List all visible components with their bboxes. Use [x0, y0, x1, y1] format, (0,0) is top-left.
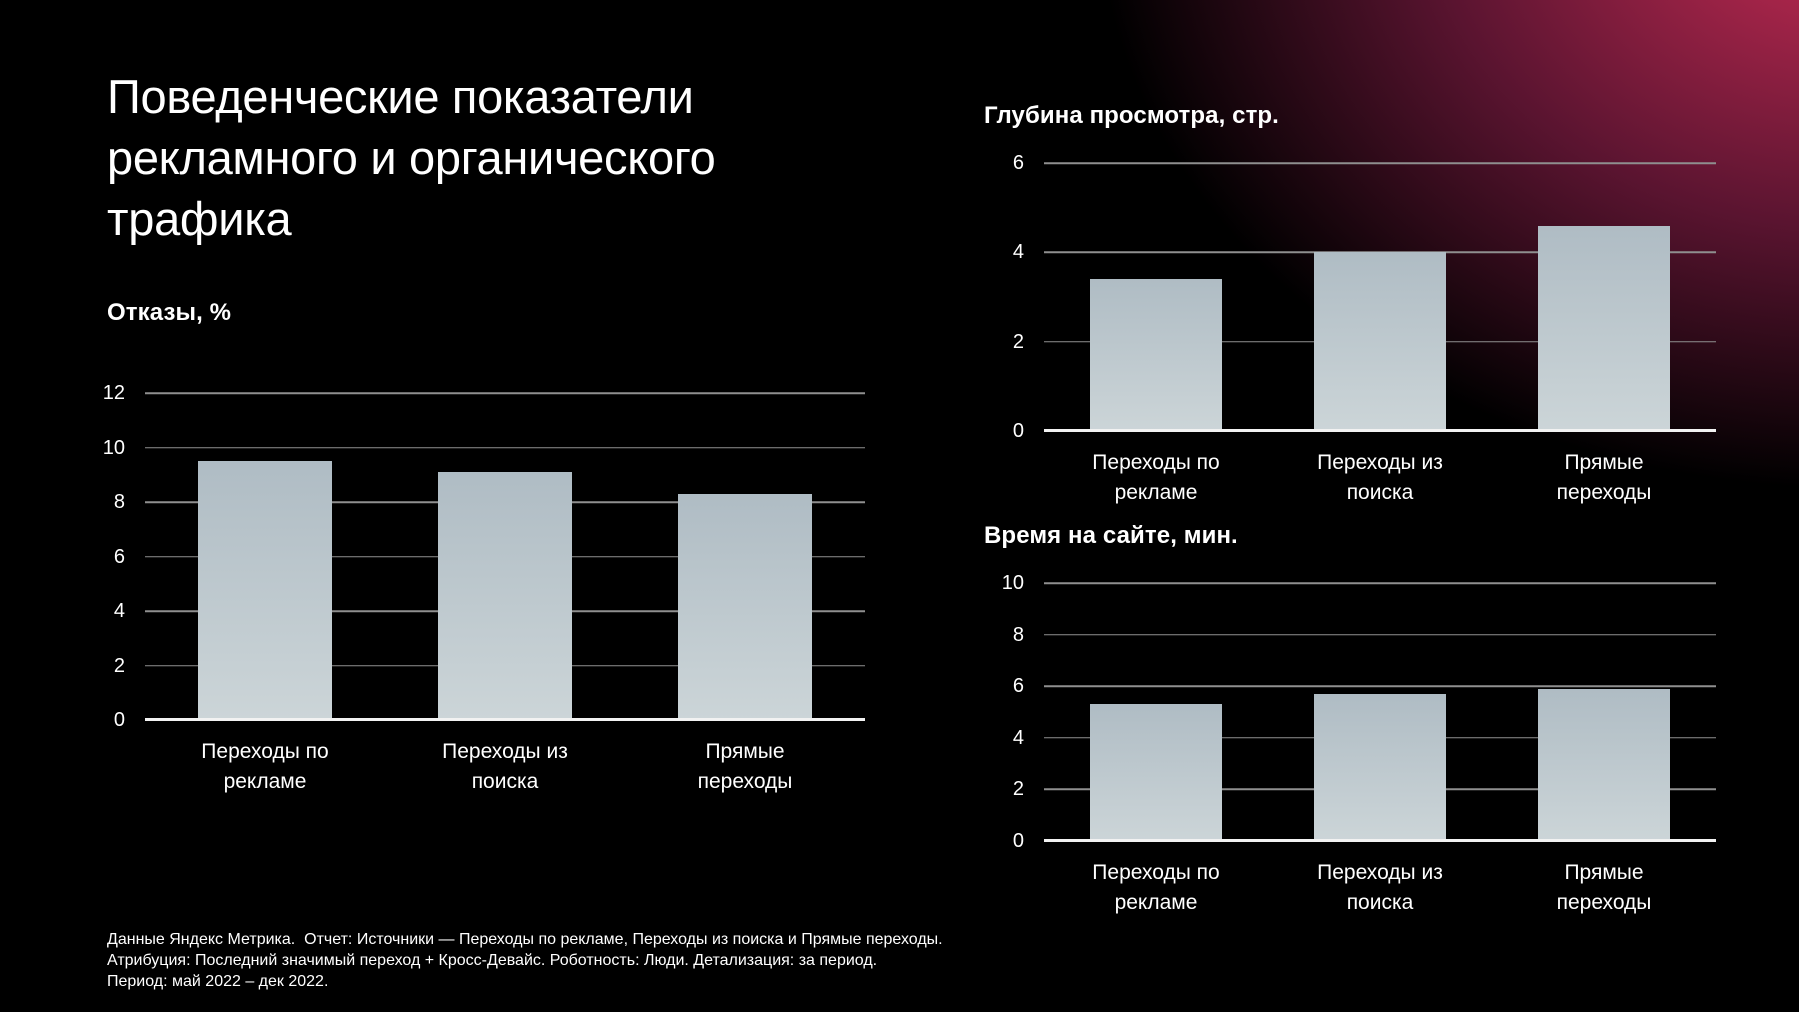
x-category-label: Переходы из поиска — [1268, 448, 1492, 508]
x-category-label-text: Прямые переходы — [1556, 861, 1652, 914]
gridline — [1044, 162, 1716, 164]
page-depth-chart-title: Глубина просмотра, стр. — [984, 102, 1279, 129]
x-category-label: Переходы из поиска — [385, 737, 625, 797]
footnote-line: Атрибуция: Последний значимый переход + … — [107, 952, 878, 969]
x-category-label: Прямые переходы — [625, 737, 865, 797]
x-category-label: Прямые переходы — [1492, 858, 1716, 918]
y-tick-label: 2 — [1012, 330, 1024, 353]
x-category-label-text: Переходы по рекламе — [1092, 451, 1220, 504]
y-tick-label: 12 — [102, 382, 125, 404]
footnote-line: Период: май 2022 – дек 2022. — [107, 973, 329, 990]
time-on-site-chart: 0 2 4 6 8 10 Переходы по рекламе Переходы из п… — [1002, 573, 1716, 918]
bar — [678, 493, 812, 720]
y-tick-label: 4 — [1012, 726, 1024, 749]
y-tick-label: 4 — [113, 600, 125, 622]
bounce-rate-x-axis-labels: Переходы по рекламе Переходы из поиска Пря… — [145, 737, 865, 797]
bounce-rate-chart: 0 2 4 6 8 10 12 Переходы по рекламе Переходы из… — [103, 383, 865, 797]
x-category-label: Прямые переходы — [1492, 448, 1716, 508]
source-footnote: Данные Яндекс Метрика. Отчет: Источники … — [107, 929, 943, 992]
bar — [1090, 704, 1222, 841]
time-on-site-plot-area: 0 2 4 6 8 10 — [1002, 573, 1716, 851]
y-tick-label: 2 — [1012, 778, 1024, 801]
x-axis-line — [1044, 839, 1716, 842]
gridline — [145, 446, 865, 449]
x-category-label-text: Прямые переходы — [1556, 451, 1652, 504]
y-tick-label: 2 — [113, 654, 125, 677]
bar — [1538, 688, 1670, 841]
bar — [1538, 225, 1670, 431]
bar — [1090, 279, 1222, 431]
y-tick-label: 4 — [1012, 241, 1024, 264]
page-depth-chart: 0 2 4 6 Переходы по рекламе Переходы из поис… — [1013, 153, 1716, 508]
y-tick-label: 0 — [113, 709, 125, 731]
bounce-rate-plot-area: 0 2 4 6 8 10 12 — [103, 383, 865, 730]
bar — [1314, 252, 1446, 431]
y-tick-label: 6 — [1012, 675, 1024, 698]
y-tick-label: 10 — [1001, 572, 1024, 594]
y-tick-label: 8 — [113, 491, 125, 513]
x-axis-line — [145, 718, 865, 721]
y-tick-label: 0 — [1012, 830, 1024, 852]
x-category-label: Переходы по рекламе — [145, 737, 385, 797]
y-tick-label: 0 — [1012, 420, 1024, 442]
bounce-rate-chart-title: Отказы, % — [107, 299, 232, 326]
gridline — [1044, 685, 1716, 687]
y-tick-label: 10 — [102, 436, 125, 459]
page-depth-x-axis-labels: Переходы по рекламе Переходы из поиска Пря… — [1044, 448, 1716, 508]
page-depth-plot-area: 0 2 4 6 — [1013, 153, 1716, 441]
time-on-site-x-axis-labels: Переходы по рекламе Переходы из поиска Пря… — [1044, 858, 1716, 918]
slide-title-line: рекламного и органического — [107, 131, 716, 184]
x-category-label-text: Переходы по рекламе — [1092, 861, 1220, 914]
x-category-label-text: Переходы из поиска — [1317, 861, 1443, 914]
x-category-label: Переходы по рекламе — [1044, 448, 1268, 508]
slide-title: Поведенческие показатели рекламного и ор… — [107, 66, 716, 249]
x-category-label-text: Переходы по рекламе — [201, 740, 329, 793]
x-category-label: Переходы из поиска — [1268, 858, 1492, 918]
slide-title-line: трафика — [107, 192, 292, 245]
gridline — [1044, 582, 1716, 584]
x-category-label-text: Переходы из поиска — [1317, 451, 1443, 504]
x-category-label-text: Переходы из поиска — [442, 740, 568, 793]
bar — [1314, 693, 1446, 841]
gridline — [145, 392, 865, 394]
bar — [198, 461, 332, 720]
x-axis-line — [1044, 429, 1716, 432]
time-on-site-chart-title: Время на сайте, мин. — [984, 522, 1238, 549]
x-category-label-text: Прямые переходы — [697, 740, 793, 793]
footnote-line: Данные Яндекс Метрика. Отчет: Источники … — [107, 931, 943, 948]
gridline — [1044, 633, 1716, 636]
x-category-label: Переходы по рекламе — [1044, 858, 1268, 918]
y-tick-label: 6 — [1012, 152, 1024, 174]
slide-title-line: Поведенческие показатели — [107, 70, 694, 123]
y-tick-label: 6 — [113, 545, 125, 568]
bar — [438, 472, 572, 720]
y-tick-label: 8 — [1012, 623, 1024, 646]
